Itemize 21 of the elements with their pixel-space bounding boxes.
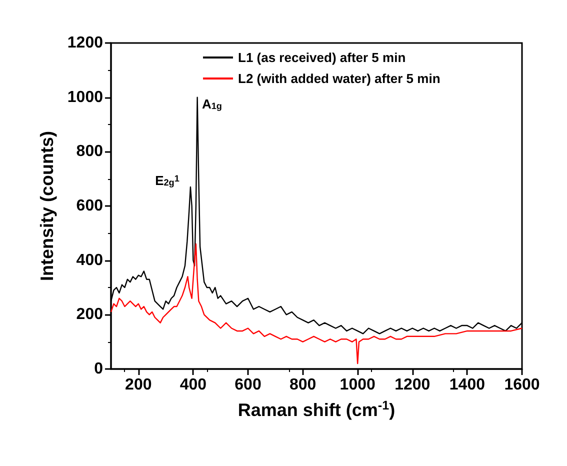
y-tick-label: 800 [76, 143, 104, 160]
x-tick-label: 800 [289, 376, 316, 394]
legend-label: L2 (with added water) after 5 min [238, 71, 440, 86]
y-tick-label: 1200 [67, 34, 104, 52]
x-tick-label: 1000 [340, 376, 376, 394]
annotation: A1g [202, 96, 222, 112]
x-tick-label: 1200 [394, 376, 430, 394]
legend-label: L1 (as received) after 5 min [238, 50, 406, 65]
y-tick-label: 0 [94, 360, 104, 378]
x-tick-label: 600 [234, 376, 262, 394]
x-tick-label: 200 [125, 376, 152, 394]
x-tick-label: 400 [180, 376, 207, 394]
y-tick-label: 200 [76, 306, 104, 324]
y-tick-label: 600 [76, 198, 104, 214]
x-tick-label: 1400 [449, 376, 486, 394]
annotation: E2g1 [155, 172, 180, 188]
y-axis-title: Intensity (counts) [37, 130, 57, 282]
line-series [110, 243, 523, 364]
x-tick-label: 1600 [504, 376, 540, 394]
y-tick-label: 1000 [67, 88, 104, 106]
y-tick-label: 400 [76, 252, 104, 269]
